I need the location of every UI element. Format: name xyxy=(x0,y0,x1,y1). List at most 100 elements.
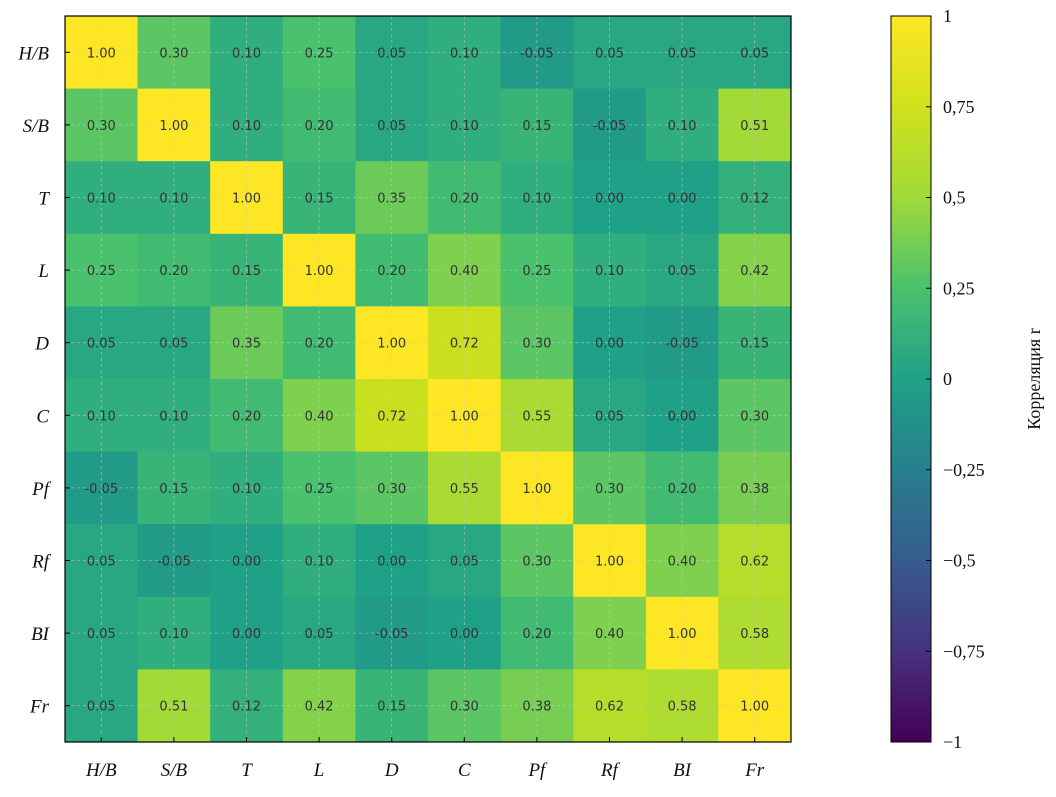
cell-value-label: 0.42 xyxy=(740,264,769,279)
y-tick-label: D xyxy=(34,334,49,355)
heatmap-frame xyxy=(64,15,792,743)
cell-value-label: 0.42 xyxy=(305,700,334,715)
cell-value-label: 0.05 xyxy=(87,555,116,570)
cell-value-label: 0.10 xyxy=(450,46,479,61)
cell-value-label: 0.05 xyxy=(87,627,116,642)
x-tick-label: Rf xyxy=(600,760,621,781)
cell-value-label: -0.05 xyxy=(157,555,191,570)
x-tick-label: S/B xyxy=(161,760,188,781)
x-tick-label: Pf xyxy=(527,760,548,781)
y-tick-label: C xyxy=(36,406,49,427)
x-tick-label: C xyxy=(458,760,471,781)
cell-value-label: 0.40 xyxy=(450,264,479,279)
cell-value-label: 0.62 xyxy=(740,555,769,570)
heatmap-cell xyxy=(573,524,647,598)
cell-value-label: 0.00 xyxy=(232,555,261,570)
cell-value-label: 0.15 xyxy=(232,264,261,279)
colorbar-tick-label: −0,75 xyxy=(943,641,985,661)
colorbar-tick-label: −1 xyxy=(943,732,962,752)
cell-value-label: 0.10 xyxy=(232,482,261,497)
cell-value-label: 0.40 xyxy=(668,555,697,570)
x-tick-label: BI xyxy=(673,760,693,781)
colorbar-tick-label: 0,75 xyxy=(943,97,975,117)
cell-value-label: 0.20 xyxy=(232,409,261,424)
cell-value-label: 1.00 xyxy=(159,119,188,134)
heatmap-cell xyxy=(428,379,502,453)
cell-value-label: 0.05 xyxy=(595,46,624,61)
x-tick-label: H/B xyxy=(85,760,117,781)
cell-value-label: 0.05 xyxy=(450,555,479,570)
heatmap-gridlines xyxy=(65,16,791,742)
heatmap-cell-labels: 1.00 0.30 0.10 0.25 0.05 0.10 -0.05 0.05 0.05 0.0… xyxy=(84,46,769,714)
cell-value-label: -0.05 xyxy=(520,46,554,61)
cell-value-label: -0.05 xyxy=(84,482,118,497)
colorbar-tick-label: 0,25 xyxy=(943,278,975,298)
cell-value-label: 0.20 xyxy=(159,264,188,279)
y-tick-label: Pf xyxy=(31,479,52,500)
cell-value-label: 0.35 xyxy=(232,337,261,352)
cell-value-label: 0.10 xyxy=(595,264,624,279)
cell-value-label: 0.15 xyxy=(740,337,769,352)
cell-value-label: 0.38 xyxy=(522,700,551,715)
heatmap-cell xyxy=(573,596,647,670)
y-tick-label: L xyxy=(37,261,49,282)
cell-value-label: 0.20 xyxy=(668,482,697,497)
colorbar-tick-label: 1 xyxy=(943,6,952,26)
cell-value-label: 0.62 xyxy=(595,700,624,715)
cell-value-label: 1.00 xyxy=(740,700,769,715)
cell-value-label: 0.25 xyxy=(522,264,551,279)
cell-value-label: 0.51 xyxy=(740,119,769,134)
cell-value-label: 0.35 xyxy=(377,192,406,207)
cell-value-label: 0.58 xyxy=(668,700,697,715)
cell-value-label: 0.30 xyxy=(740,409,769,424)
cell-value-label: 0.10 xyxy=(87,192,116,207)
cell-value-label: 0.72 xyxy=(450,337,479,352)
cell-value-label: 0.58 xyxy=(740,627,769,642)
cell-value-label: 0.00 xyxy=(595,337,624,352)
heatmap-cell xyxy=(428,524,502,598)
cell-value-label: 0.25 xyxy=(305,482,334,497)
cell-value-label: -0.05 xyxy=(593,119,627,134)
heatmap-cell xyxy=(645,451,719,525)
heatmap-cell xyxy=(573,379,647,453)
cell-value-label: 0.10 xyxy=(522,192,551,207)
cell-value-label: 0.05 xyxy=(159,337,188,352)
cell-value-label: 0.20 xyxy=(377,264,406,279)
cell-value-label: 0.05 xyxy=(377,46,406,61)
y-tick-label: H/B xyxy=(17,43,49,64)
cell-value-label: 0.12 xyxy=(232,700,261,715)
cell-value-label: 0.30 xyxy=(595,482,624,497)
heatmap-cell xyxy=(428,596,502,670)
y-tick-label: BI xyxy=(31,624,51,645)
cell-value-label: 0.15 xyxy=(377,700,406,715)
heatmap-cell xyxy=(500,524,574,598)
cell-value-label: 0.10 xyxy=(159,627,188,642)
cell-value-label: 0.10 xyxy=(450,119,479,134)
cell-value-label: 0.30 xyxy=(522,555,551,570)
cell-value-label: 0.05 xyxy=(305,627,334,642)
cell-value-label: 0.10 xyxy=(305,555,334,570)
cell-value-label: 0.20 xyxy=(305,119,334,134)
cell-value-label: 0.40 xyxy=(595,627,624,642)
cell-value-label: 1.00 xyxy=(595,555,624,570)
cell-value-label: 0.10 xyxy=(668,119,697,134)
cell-value-label: 1.00 xyxy=(450,409,479,424)
cell-value-label: 0.05 xyxy=(87,700,116,715)
colorbar-gradient xyxy=(890,15,932,743)
colorbar-tick-label: −0,5 xyxy=(943,551,976,571)
cell-value-label: 0.72 xyxy=(377,409,406,424)
cell-value-label: 0.00 xyxy=(450,627,479,642)
y-tick-label: T xyxy=(38,189,50,210)
cell-value-label: 0.00 xyxy=(377,555,406,570)
cell-value-label: 1.00 xyxy=(87,46,116,61)
cell-value-label: 0.30 xyxy=(377,482,406,497)
cell-value-label: 0.00 xyxy=(668,409,697,424)
x-tick-label: L xyxy=(313,760,325,781)
colorbar-tick-label: −0,25 xyxy=(943,460,985,480)
cell-value-label: 0.15 xyxy=(305,192,334,207)
heatmap-cell xyxy=(645,524,719,598)
cell-value-label: 0.25 xyxy=(305,46,334,61)
cell-value-label: 0.00 xyxy=(668,192,697,207)
cell-value-label: 0.10 xyxy=(232,119,261,134)
